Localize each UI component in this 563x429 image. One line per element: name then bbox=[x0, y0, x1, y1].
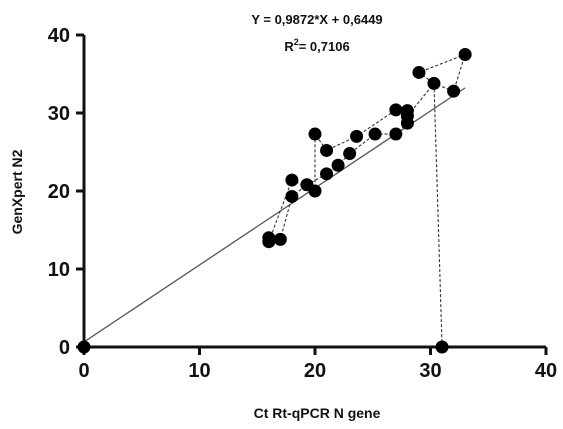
data-point bbox=[285, 173, 299, 187]
y-tick-label: 0 bbox=[59, 337, 70, 359]
y-tick-label: 40 bbox=[48, 25, 70, 47]
data-point bbox=[308, 127, 322, 141]
data-point bbox=[262, 231, 276, 245]
data-point bbox=[458, 48, 472, 61]
data-point bbox=[320, 167, 334, 181]
data-point bbox=[77, 340, 91, 354]
r2-label-r: R bbox=[284, 39, 294, 54]
r2-value: = 0,7106 bbox=[299, 39, 350, 54]
data-point bbox=[447, 84, 461, 98]
data-point bbox=[389, 127, 403, 141]
regression-equation: Y = 0,9872*X + 0,6449 bbox=[251, 12, 382, 27]
y-tick-label: 30 bbox=[48, 103, 70, 125]
dashed-connector-1 bbox=[268, 53, 466, 348]
ticks-group: 0 10 20 30 40 0 10 20 30 40 bbox=[48, 25, 557, 382]
x-tick-label: 10 bbox=[188, 360, 210, 382]
data-point bbox=[320, 143, 334, 157]
x-tick-label: 30 bbox=[419, 360, 441, 382]
x-tick-label: 0 bbox=[78, 360, 89, 382]
data-point bbox=[435, 340, 449, 354]
data-point bbox=[308, 184, 322, 198]
data-point bbox=[350, 129, 364, 143]
x-axis-title: Ct Rt-qPCR N gene bbox=[254, 405, 381, 421]
regression-line bbox=[83, 87, 466, 343]
data-point bbox=[427, 76, 441, 90]
data-point bbox=[412, 65, 426, 79]
regression-line-group bbox=[83, 87, 466, 343]
data-points-group bbox=[77, 48, 472, 354]
y-axis-title: GenXpert N2 bbox=[9, 149, 25, 234]
data-point bbox=[368, 127, 382, 141]
regression-r2: R2= 0,7106 bbox=[284, 37, 349, 54]
y-tick-label: 10 bbox=[48, 259, 70, 281]
dashed-connector-group bbox=[268, 53, 466, 348]
data-point bbox=[273, 232, 287, 246]
y-tick-label: 20 bbox=[48, 181, 70, 203]
x-tick-label: 40 bbox=[535, 360, 557, 382]
data-point bbox=[389, 103, 403, 117]
r2-label-sup: 2 bbox=[294, 37, 299, 47]
data-point bbox=[400, 104, 414, 118]
data-point bbox=[331, 158, 345, 172]
x-tick-label: 20 bbox=[304, 360, 326, 382]
data-point bbox=[343, 147, 357, 161]
data-point bbox=[285, 189, 299, 203]
